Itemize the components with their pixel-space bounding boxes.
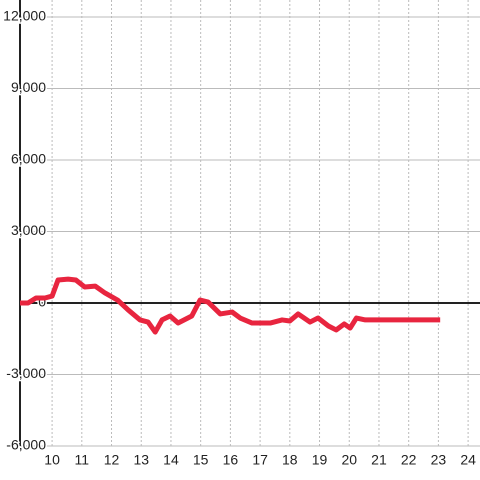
y-tick-label: 12,000 (3, 8, 46, 24)
y-tick-label: 6,000 (11, 151, 46, 167)
y-tick-label: 3,000 (11, 222, 46, 238)
y-tick-label: -6,000 (6, 437, 46, 453)
x-tick-label: 18 (282, 452, 298, 468)
x-tick-label: 23 (431, 452, 447, 468)
x-tick-label: 15 (193, 452, 209, 468)
x-tick-label: 17 (252, 452, 268, 468)
x-tick-label: 10 (44, 452, 60, 468)
x-tick-label: 21 (371, 452, 387, 468)
x-tick-label: 24 (460, 452, 476, 468)
y-tick-label: 9,000 (11, 79, 46, 95)
x-tick-label: 13 (133, 452, 149, 468)
x-tick-label: 16 (223, 452, 239, 468)
x-tick-label: 14 (163, 452, 179, 468)
data-line (20, 276, 441, 335)
x-tick-label: 12 (104, 452, 120, 468)
x-tick-label: 11 (75, 452, 90, 468)
y-tick-label: 0 (38, 294, 46, 310)
x-tick-label: 22 (401, 452, 417, 468)
x-tick-label: 20 (341, 452, 357, 468)
x-tick-label: 19 (312, 452, 328, 468)
y-tick-label: -3,000 (6, 365, 46, 381)
